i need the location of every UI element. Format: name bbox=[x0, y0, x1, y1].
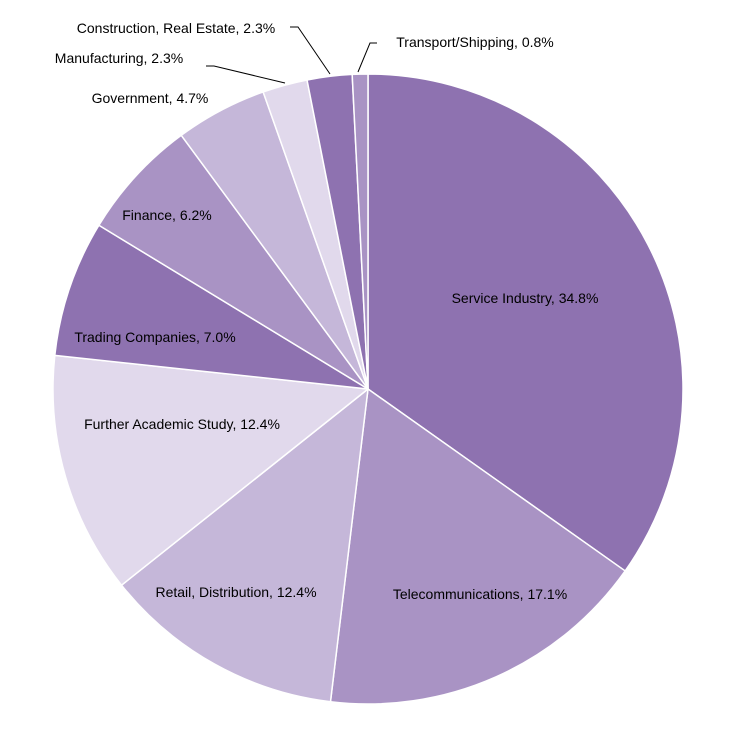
leader-line bbox=[357, 42, 377, 73]
leader-line bbox=[206, 65, 286, 84]
slice-label: Further Academic Study, 12.4% bbox=[84, 416, 280, 432]
leader-lines bbox=[206, 26, 377, 84]
pie-slice-finance bbox=[98, 134, 369, 390]
pie-slice-further-academic-study bbox=[52, 354, 369, 586]
leader-line bbox=[290, 26, 331, 75]
slice-label: Transport/Shipping, 0.8% bbox=[396, 34, 553, 50]
slice-label: Trading Companies, 7.0% bbox=[74, 329, 235, 345]
pie-slice-transport-shipping bbox=[351, 73, 369, 390]
slice-label: Construction, Real Estate, 2.3% bbox=[77, 20, 275, 36]
slice-label: Telecommunications, 17.1% bbox=[393, 586, 567, 602]
slice-label: Manufacturing, 2.3% bbox=[55, 50, 183, 66]
pie-slice-service-industry bbox=[367, 73, 684, 572]
pie-slice-retail-distribution bbox=[120, 388, 369, 703]
pie-slices bbox=[52, 73, 684, 705]
slice-label: Retail, Distribution, 12.4% bbox=[155, 584, 316, 600]
slice-labels: Service Industry, 34.8% Telecommunication… bbox=[55, 20, 599, 602]
pie-slice-telecommunications bbox=[329, 388, 626, 705]
slice-label: Finance, 6.2% bbox=[122, 207, 212, 223]
slice-label: Service Industry, 34.8% bbox=[452, 290, 599, 306]
pie-slice-trading-companies bbox=[54, 224, 369, 390]
slice-label: Government, 4.7% bbox=[92, 90, 209, 106]
